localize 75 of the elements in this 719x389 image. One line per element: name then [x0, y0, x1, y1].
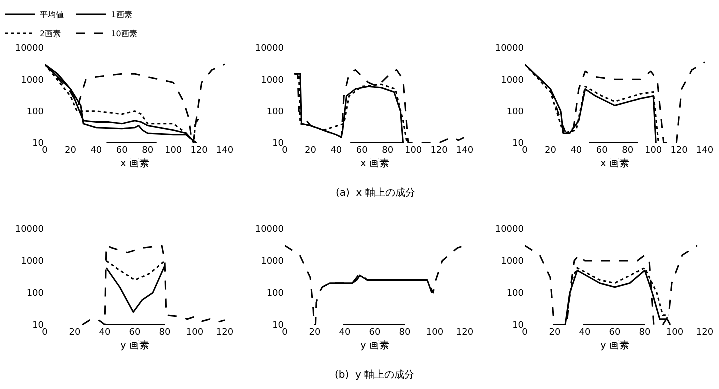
x-tick-label: 0: [522, 328, 528, 338]
y-tick-label: 100: [506, 289, 524, 300]
y-tick-label: 10000: [15, 225, 44, 236]
x-tick-label: 0: [42, 328, 48, 338]
y-tick-label: 100: [26, 107, 44, 118]
x-tick-label: 40: [339, 328, 351, 338]
x-tick-label: 0: [282, 146, 288, 156]
x-axis-title: x 画素: [600, 158, 630, 170]
x-tick-label: 0: [282, 328, 288, 338]
x-tick-label: 80: [382, 146, 394, 156]
y-tick-label: 1000: [21, 257, 44, 268]
x-tick-label: 100: [186, 328, 204, 338]
x-tick-label: 100: [666, 328, 684, 338]
x-axis-title: y 画素: [600, 340, 630, 352]
x-tick-label: 80: [622, 146, 634, 156]
x-tick-label: 100: [644, 146, 662, 156]
x-tick-label: 100: [426, 328, 444, 338]
x-tick-label: 20: [69, 328, 81, 338]
legend-label: 2画素: [40, 30, 62, 39]
text: (a) x 軸上の成分: [336, 187, 416, 199]
x-tick-label: 120: [696, 328, 714, 338]
y-tick-label: 10000: [495, 44, 524, 54]
y-tick-label: 100: [266, 107, 284, 118]
x-tick-label: 140: [696, 146, 714, 156]
x-tick-label: 40: [570, 146, 582, 156]
x-tick-label: 100: [164, 146, 182, 156]
x-tick-label: 140: [456, 146, 474, 156]
legend-label: 平均値: [40, 10, 64, 20]
x-tick-label: 100: [404, 146, 422, 156]
y-tick-label: 10000: [255, 225, 284, 236]
x-tick-label: 40: [99, 328, 111, 338]
y-tick-label: 100: [26, 289, 44, 300]
x-tick-label: 60: [609, 328, 621, 338]
x-tick-label: 40: [579, 328, 591, 338]
y-tick-label: 1000: [261, 76, 284, 86]
x-tick-label: 20: [309, 328, 321, 338]
x-tick-label: 40: [90, 146, 102, 156]
x-axis-title: y 画素: [120, 340, 150, 352]
y-tick-label: 100: [266, 289, 284, 300]
x-tick-label: 20: [544, 146, 557, 156]
x-tick-label: 80: [399, 328, 411, 338]
x-axis-title: y 画素: [360, 340, 390, 352]
text: (b) y 軸上の成分: [335, 369, 415, 381]
x-tick-label: 40: [330, 146, 342, 156]
x-tick-label: 80: [159, 328, 171, 338]
x-tick-label: 60: [129, 328, 141, 338]
x-tick-label: 80: [639, 328, 651, 338]
y-tick-label: 10000: [255, 44, 284, 54]
x-tick-label: 60: [369, 328, 381, 338]
x-axis-title: x 画素: [120, 158, 150, 170]
x-tick-label: 20: [549, 328, 561, 338]
x-tick-label: 120: [216, 328, 234, 338]
x-tick-label: 60: [356, 146, 368, 156]
y-tick-label: 1000: [501, 257, 524, 268]
x-tick-label: 60: [116, 146, 128, 156]
y-tick-label: 10000: [15, 44, 44, 54]
y-tick-label: 1000: [21, 76, 44, 86]
x-tick-label: 120: [190, 146, 208, 156]
y-tick-label: 1000: [261, 257, 284, 268]
x-tick-label: 0: [522, 146, 528, 156]
x-tick-label: 140: [216, 146, 234, 156]
x-tick-label: 120: [430, 146, 448, 156]
x-tick-label: 60: [596, 146, 608, 156]
x-tick-label: 120: [456, 328, 474, 338]
x-axis-title: x 画素: [360, 158, 390, 170]
x-tick-label: 80: [142, 146, 154, 156]
x-tick-label: 0: [42, 146, 48, 156]
x-tick-label: 20: [304, 146, 317, 156]
y-tick-label: 1000: [501, 76, 524, 86]
x-tick-label: 120: [670, 146, 688, 156]
legend-label: 1画素: [111, 10, 132, 20]
x-tick-label: 20: [64, 146, 77, 156]
legend-label: 10画素: [111, 30, 138, 39]
y-tick-label: 100: [506, 107, 524, 118]
y-tick-label: 10000: [495, 225, 524, 236]
